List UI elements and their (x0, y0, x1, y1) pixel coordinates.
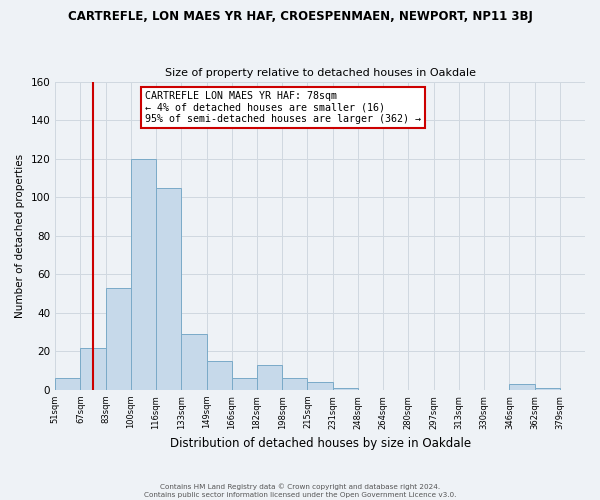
Bar (535, 388, 560, 390)
Title: Size of property relative to detached houses in Oakdale: Size of property relative to detached ho… (164, 68, 476, 78)
Bar (106, 288, 131, 390)
Bar (332, 388, 358, 390)
X-axis label: Distribution of detached houses by size in Oakdale: Distribution of detached houses by size … (170, 437, 470, 450)
Y-axis label: Number of detached properties: Number of detached properties (15, 154, 25, 318)
Text: CARTREFLE LON MAES YR HAF: 78sqm
← 4% of detached houses are smaller (16)
95% of: CARTREFLE LON MAES YR HAF: 78sqm ← 4% of… (145, 91, 421, 124)
Text: Contains HM Land Registry data © Crown copyright and database right 2024.
Contai: Contains HM Land Registry data © Crown c… (144, 484, 456, 498)
Bar (55, 378, 80, 390)
Bar (206, 361, 232, 390)
Bar (282, 378, 307, 390)
Bar (232, 378, 257, 390)
Bar (307, 382, 332, 390)
Bar (156, 188, 181, 390)
Bar (80, 348, 106, 390)
Bar (509, 384, 535, 390)
Bar (181, 334, 206, 390)
Text: CARTREFLE, LON MAES YR HAF, CROESPENMAEN, NEWPORT, NP11 3BJ: CARTREFLE, LON MAES YR HAF, CROESPENMAEN… (68, 10, 532, 23)
Bar (131, 158, 156, 390)
Bar (257, 365, 282, 390)
